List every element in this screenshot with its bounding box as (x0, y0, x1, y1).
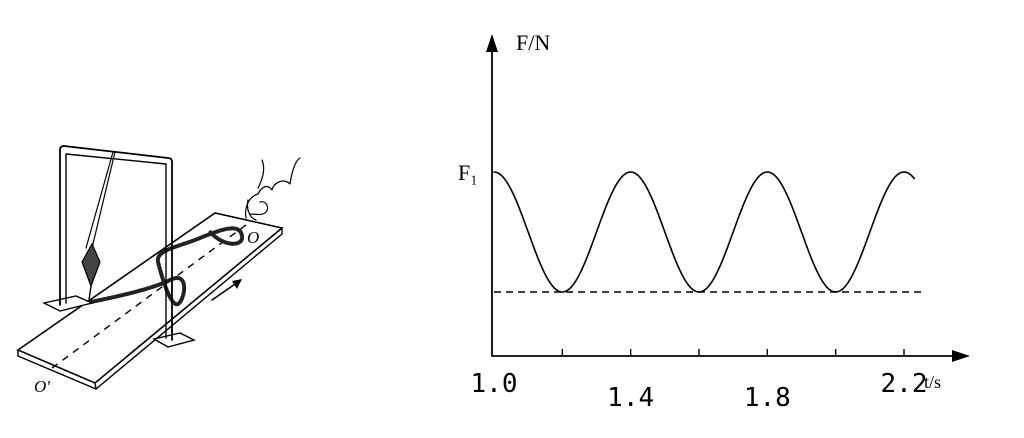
x-tick-label: 1.8 (744, 383, 791, 413)
force-curve (493, 171, 916, 293)
x-tick-label: 1.4 (607, 383, 654, 413)
peak-label-f1: F₁ (458, 160, 478, 185)
pendulum-frame (59, 145, 173, 341)
center-line-dashed (51, 221, 251, 369)
hand-icon (245, 157, 301, 219)
x-tick-label: 1.0 (471, 369, 518, 399)
force-time-graph: F/N t/s F₁ 1.0 1.4 1.8 2.2 (458, 30, 970, 413)
x-axis-label: t/s (924, 372, 941, 392)
y-axis-arrow (486, 34, 498, 52)
y-axis-label: F/N (516, 30, 550, 55)
x-tick-label: 2.2 (881, 369, 928, 399)
label-o-prime: O' (34, 377, 50, 396)
sand-pendulum-apparatus: O O' (16, 145, 301, 396)
x-axis-arrow (952, 350, 970, 362)
label-o: O (247, 228, 259, 247)
pull-direction-arrow (211, 279, 242, 301)
sand-funnel (81, 242, 101, 288)
